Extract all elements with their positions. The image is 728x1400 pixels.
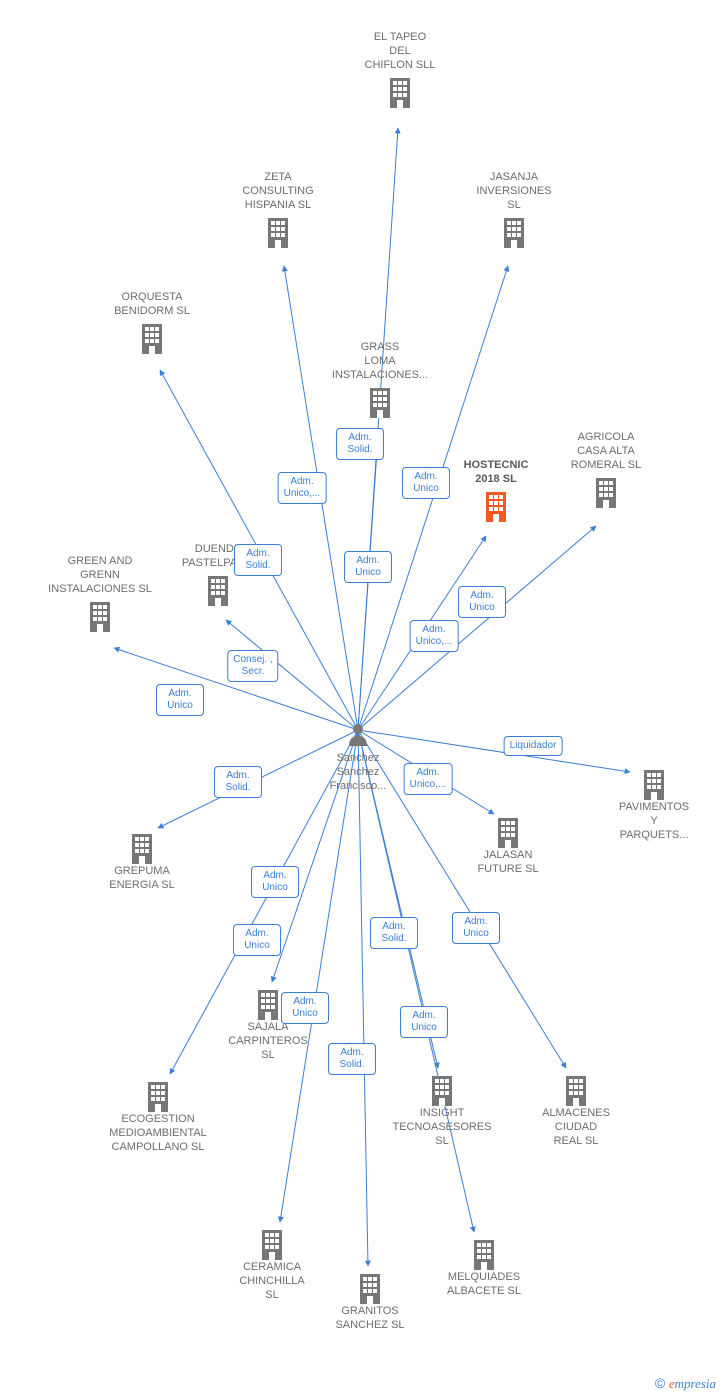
building-icon <box>254 988 282 1025</box>
edge-role-label: Adm. Unico <box>233 924 281 956</box>
edge-role-label: Adm. Unico <box>251 866 299 898</box>
company-node[interactable]: HOSTECNIC 2018 SL <box>436 458 556 527</box>
building-icon <box>428 1074 456 1111</box>
building-icon <box>592 476 620 513</box>
building-icon <box>386 76 414 113</box>
building-icon <box>264 216 292 253</box>
watermark: © empresia <box>655 1375 716 1392</box>
company-node[interactable]: EL TAPEO DEL CHIFLON SLL <box>340 30 460 113</box>
edge-line <box>358 436 378 730</box>
company-node[interactable]: CERAMICA CHINCHILLA SL <box>212 1250 332 1302</box>
company-node[interactable]: AGRICOLA CASA ALTA ROMERAL SL <box>546 430 666 513</box>
company-label: ECOGESTION MEDIOAMBIENTAL CAMPOLLANO SL <box>98 1112 218 1154</box>
edge-role-label: Adm. Solid. <box>234 544 282 576</box>
building-icon <box>204 574 232 611</box>
edge-role-label: Adm. Unico <box>281 992 329 1024</box>
building-icon <box>470 1238 498 1275</box>
company-label: INSIGHT TECNOASESORES SL <box>382 1106 502 1148</box>
edges-layer <box>0 0 728 1400</box>
company-node[interactable]: GREEN AND GRENN INSTALACIONES SL <box>40 554 160 637</box>
edge-role-label: Consej. , Secr. <box>227 650 278 682</box>
person-icon <box>347 722 369 751</box>
edge-role-label: Adm. Solid. <box>328 1043 376 1075</box>
building-icon <box>138 322 166 359</box>
edge-role-label: Adm. Unico <box>156 684 204 716</box>
building-icon <box>86 600 114 637</box>
building-icon <box>366 386 394 423</box>
building-icon <box>562 1074 590 1111</box>
edge-role-label: Adm. Solid. <box>336 428 384 460</box>
company-node[interactable]: INSIGHT TECNOASESORES SL <box>382 1096 502 1148</box>
company-node[interactable]: JALASAN FUTURE SL <box>448 838 568 876</box>
building-icon <box>128 832 156 869</box>
company-label: JASANJA INVERSIONES SL <box>454 170 574 212</box>
building-icon <box>482 490 510 527</box>
building-icon <box>144 1080 172 1117</box>
edge-line <box>358 526 596 730</box>
company-node[interactable]: ALMACENES CIUDAD REAL SL <box>516 1096 636 1148</box>
company-label: AGRICOLA CASA ALTA ROMERAL SL <box>546 430 666 472</box>
brand-rest: mpresia <box>675 1376 716 1391</box>
edge-role-label: Adm. Unico <box>452 912 500 944</box>
building-icon <box>258 1228 286 1265</box>
company-label: ZETA CONSULTING HISPANIA SL <box>218 170 338 212</box>
edge-role-label: Liquidador <box>504 736 563 756</box>
center-person-node[interactable]: Sanchez Sanchez Francisco... <box>298 718 418 793</box>
company-node[interactable]: GREPUMA ENERGIA SL <box>82 854 202 892</box>
edge-line <box>358 730 474 1232</box>
edge-line <box>358 730 368 1266</box>
edge-role-label: Adm. Unico <box>344 551 392 583</box>
edge-role-label: Adm. Unico <box>402 467 450 499</box>
building-icon <box>640 768 668 805</box>
company-label: GRASS LOMA INSTALACIONES... <box>320 340 440 382</box>
building-icon <box>500 216 528 253</box>
company-node[interactable]: PAVIMENTOS Y PARQUETS... <box>594 790 714 842</box>
building-icon <box>356 1272 384 1309</box>
company-node[interactable]: MELQUIADES ALBACETE SL <box>424 1260 544 1298</box>
company-node[interactable]: ECOGESTION MEDIOAMBIENTAL CAMPOLLANO SL <box>98 1102 218 1154</box>
company-label: PAVIMENTOS Y PARQUETS... <box>594 800 714 842</box>
company-label: ORQUESTA BENIDORM SL <box>92 290 212 318</box>
copyright-symbol: © <box>655 1375 665 1391</box>
edge-role-label: Adm. Unico,... <box>278 472 327 504</box>
company-node[interactable]: GRASS LOMA INSTALACIONES... <box>320 340 440 423</box>
company-label: GREEN AND GRENN INSTALACIONES SL <box>40 554 160 596</box>
center-label: Sanchez Sanchez Francisco... <box>298 751 418 793</box>
edge-role-label: Adm. Solid. <box>370 917 418 949</box>
edge-role-label: Adm. Unico,... <box>410 620 459 652</box>
edge-line <box>280 730 358 1222</box>
edge-role-label: Adm. Unico <box>400 1006 448 1038</box>
company-node[interactable]: JASANJA INVERSIONES SL <box>454 170 574 253</box>
building-icon <box>494 816 522 853</box>
company-node[interactable]: ORQUESTA BENIDORM SL <box>92 290 212 359</box>
edge-role-label: Adm. Solid. <box>214 766 262 798</box>
company-label: HOSTECNIC 2018 SL <box>436 458 556 486</box>
edge-role-label: Adm. Unico <box>458 586 506 618</box>
company-label: ALMACENES CIUDAD REAL SL <box>516 1106 636 1148</box>
company-label: EL TAPEO DEL CHIFLON SLL <box>340 30 460 72</box>
company-label: SAJALA CARPINTEROS SL <box>208 1020 328 1062</box>
company-node[interactable]: ZETA CONSULTING HISPANIA SL <box>218 170 338 253</box>
company-label: CERAMICA CHINCHILLA SL <box>212 1260 332 1302</box>
edge-role-label: Adm. Unico,... <box>404 763 453 795</box>
